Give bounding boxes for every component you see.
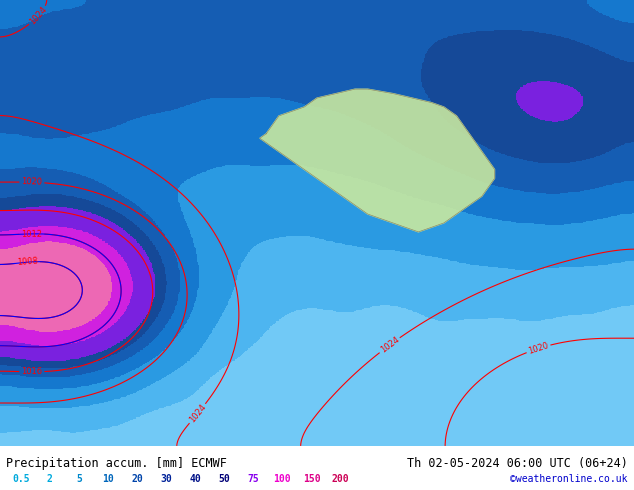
Text: 1016: 1016 xyxy=(22,368,42,376)
Text: 1020: 1020 xyxy=(21,177,42,187)
Text: 30: 30 xyxy=(160,474,172,484)
Text: 20: 20 xyxy=(131,474,143,484)
Text: Th 02-05-2024 06:00 UTC (06+24): Th 02-05-2024 06:00 UTC (06+24) xyxy=(407,457,628,470)
Text: 75: 75 xyxy=(247,474,259,484)
Text: Precipitation accum. [mm] ECMWF: Precipitation accum. [mm] ECMWF xyxy=(6,457,227,470)
Text: 1012: 1012 xyxy=(22,229,42,239)
Text: 1008: 1008 xyxy=(16,257,39,268)
Text: 1024: 1024 xyxy=(188,403,208,424)
Text: 1024: 1024 xyxy=(28,5,49,27)
Text: ©weatheronline.co.uk: ©weatheronline.co.uk xyxy=(510,474,628,484)
Text: 1020: 1020 xyxy=(527,341,550,356)
Text: 5: 5 xyxy=(76,474,82,484)
Text: 10: 10 xyxy=(102,474,114,484)
Text: 50: 50 xyxy=(218,474,230,484)
Polygon shape xyxy=(260,89,495,232)
Text: 150: 150 xyxy=(302,474,320,484)
Text: 2: 2 xyxy=(47,474,53,484)
Text: 0.5: 0.5 xyxy=(12,474,30,484)
Text: 100: 100 xyxy=(274,474,291,484)
Text: 1024: 1024 xyxy=(378,335,401,355)
Text: 200: 200 xyxy=(332,474,349,484)
Text: 40: 40 xyxy=(190,474,201,484)
